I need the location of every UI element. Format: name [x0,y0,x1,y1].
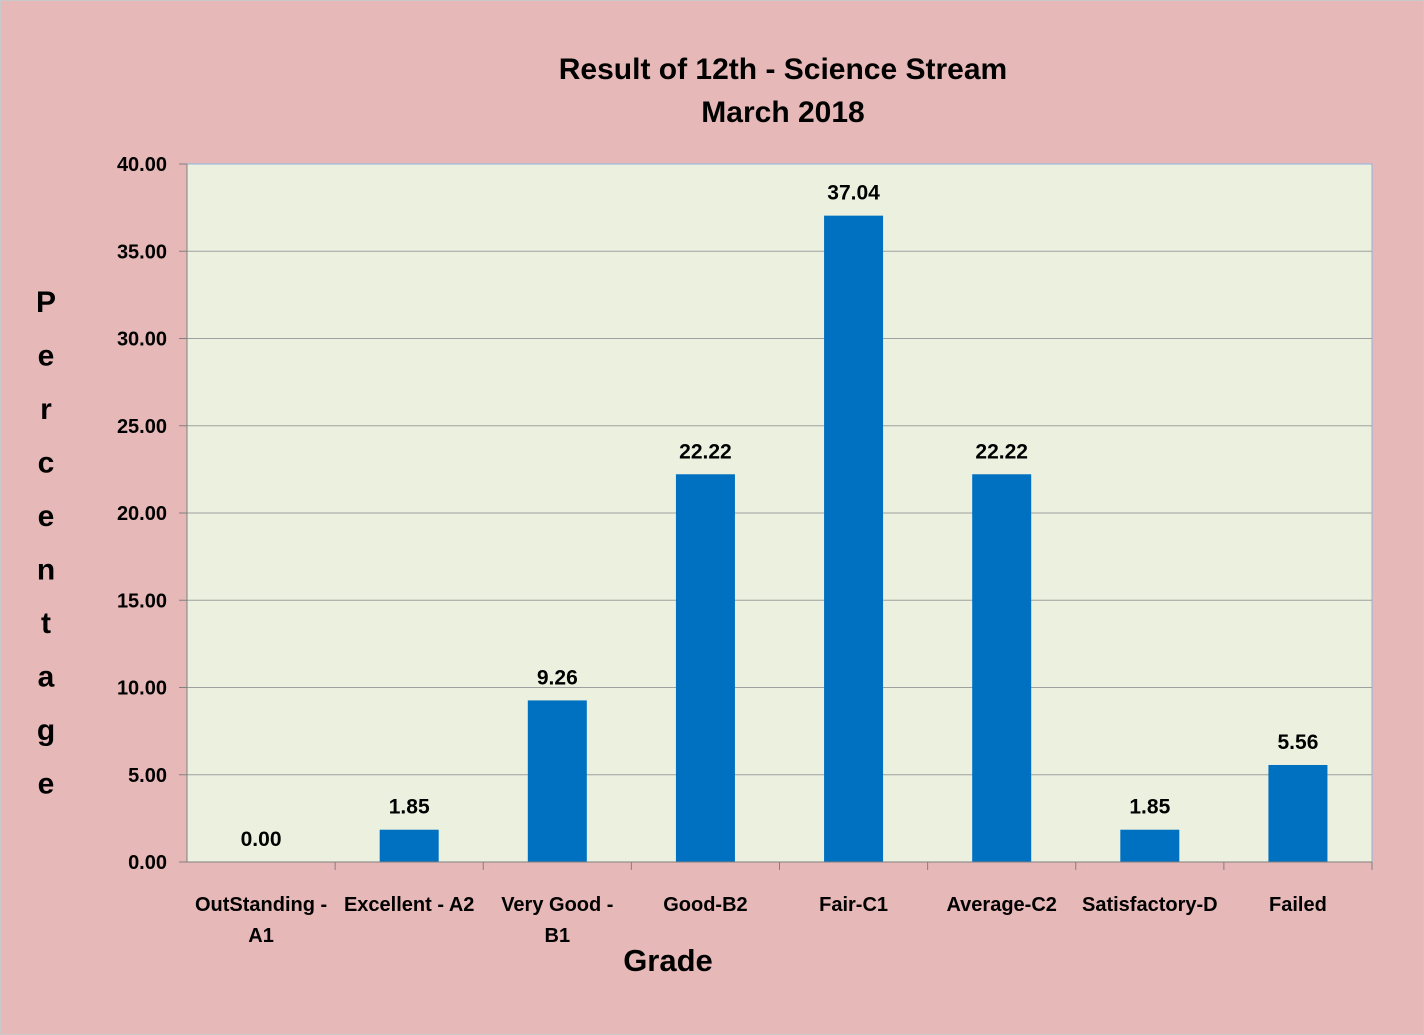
chart-title: Result of 12th - Science Stream March 20… [559,53,1007,129]
y-axis-title-letter: r [40,393,52,426]
x-tick-label: OutStanding - [195,894,327,916]
bar [675,474,735,862]
y-axis-title-letter: a [38,661,55,694]
chart-title-line-2: March 2018 [701,96,864,129]
y-axis-title-letter: P [36,286,56,319]
bar [1120,829,1180,862]
y-tick-label: 15.00 [117,590,167,612]
y-axis-title-letter: n [37,554,55,587]
y-axis: 0.00 5.00 10.00 15.00 20.00 25.00 30.00 35.00 40… [117,154,188,874]
data-label: 5.56 [1278,731,1319,754]
bars [379,215,1328,863]
x-tick-label: Excellent - A2 [344,894,474,916]
y-tick-label: 0.00 [128,852,167,874]
data-label: 22.22 [679,440,732,463]
y-axis-title-letter: e [38,500,55,533]
y-tick-label: 25.00 [117,416,167,438]
data-label: 1.85 [1129,796,1170,819]
data-label: 0.00 [241,828,282,851]
y-axis-title-letter: e [38,340,55,373]
y-axis-title-letter: g [37,714,55,747]
bar [824,215,884,863]
data-label: 9.26 [537,666,578,689]
y-tick-label: 30.00 [117,329,167,351]
bar [1268,764,1328,862]
y-tick-label: 10.00 [117,678,167,700]
x-tick-label: Very Good - [501,894,613,916]
x-tick-label: Satisfactory-D [1082,894,1218,916]
data-label: 22.22 [975,440,1028,463]
bar [527,700,587,862]
data-label: 1.85 [389,796,430,819]
x-tick-label: Fair-C1 [819,894,888,916]
bar [972,474,1032,862]
x-tick-label: A1 [248,925,274,947]
data-labels: 0.00 1.85 9.26 22.22 37.04 22.22 1.85 5.56 [241,182,1319,851]
x-tick-label: Average-C2 [946,894,1056,916]
chart-title-line-1: Result of 12th - Science Stream [559,53,1007,86]
x-tick-label: B1 [545,925,571,947]
y-axis-title-letter: e [38,768,55,801]
y-tick-label: 20.00 [117,503,167,525]
bar [379,829,439,862]
y-tick-label: 35.00 [117,241,167,263]
x-axis-title: Grade [623,943,713,978]
y-axis-title-letter: c [38,447,55,480]
x-axis: OutStanding - A1 Excellent - A2 Very Good -… [187,861,1373,947]
gridlines [187,250,1372,776]
data-label: 37.04 [827,182,880,205]
x-tick-label: Failed [1269,894,1327,916]
y-tick-label: 40.00 [117,154,167,176]
y-axis-title-letter: t [41,607,51,640]
y-tick-label: 5.00 [128,765,167,787]
x-tick-label: Good-B2 [663,894,747,916]
